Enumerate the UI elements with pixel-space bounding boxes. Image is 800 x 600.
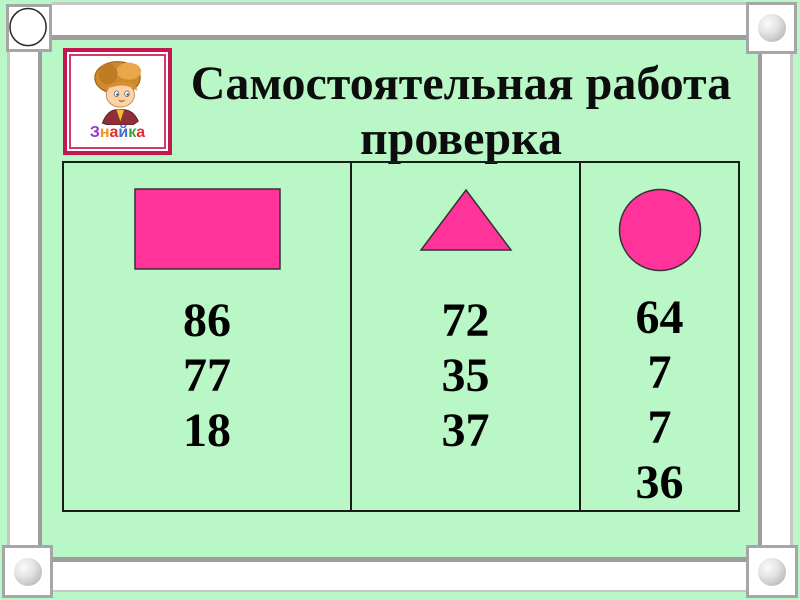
shape-cell bbox=[133, 163, 281, 293]
znaika-badge-inner: Знайка bbox=[69, 54, 166, 149]
corner-plate-top-right bbox=[746, 2, 797, 54]
values-cell: 72 35 37 bbox=[442, 293, 490, 458]
znaika-letter: й bbox=[118, 124, 129, 141]
slide-title: Самостоятельная работа проверка bbox=[176, 56, 746, 166]
znaika-letter: н bbox=[99, 124, 110, 141]
rivet-icon bbox=[757, 14, 786, 42]
circle-icon bbox=[618, 188, 701, 272]
frame-bar-top bbox=[52, 2, 746, 40]
worksheet-table: 86 77 18 72 35 37 bbox=[62, 161, 740, 512]
values-cell: 86 77 18 bbox=[183, 293, 231, 458]
value-line: 77 bbox=[183, 349, 231, 402]
rectangle-icon bbox=[133, 188, 281, 270]
znaika-letter: З bbox=[89, 124, 100, 141]
table-column-circle: 64 7 7 36 bbox=[581, 163, 738, 510]
rivet-icon bbox=[758, 557, 786, 586]
frame-bar-bottom bbox=[53, 557, 746, 592]
znaika-letter: к bbox=[128, 124, 137, 141]
value-line: 18 bbox=[183, 404, 231, 457]
ellipse-icon bbox=[9, 7, 47, 47]
value-line: 37 bbox=[441, 404, 490, 457]
value-line: 36 bbox=[635, 456, 684, 509]
corner-plate-bottom-right bbox=[746, 545, 798, 598]
table-column-rectangle: 86 77 18 bbox=[64, 163, 352, 510]
znaika-letter: а bbox=[136, 124, 146, 141]
shape-cell bbox=[419, 163, 513, 293]
znaika-letter: а bbox=[109, 124, 119, 141]
corner-plate-top-left bbox=[6, 4, 52, 52]
slide-title-line1: Самостоятельная работа bbox=[190, 57, 732, 110]
frame-bar-right bbox=[758, 54, 793, 545]
corner-plate-bottom-left bbox=[2, 545, 53, 598]
value-line: 86 bbox=[183, 294, 231, 347]
value-line: 7 bbox=[647, 401, 672, 454]
triangle-icon bbox=[419, 188, 512, 251]
rivet-icon bbox=[13, 557, 42, 586]
znaika-character-icon bbox=[94, 61, 142, 125]
frame-bar-left bbox=[7, 52, 42, 545]
table-column-triangle: 72 35 37 bbox=[352, 163, 581, 510]
slide-title-line2: проверка bbox=[359, 112, 562, 165]
znaika-badge: Знайка bbox=[63, 48, 172, 155]
value-line: 7 bbox=[647, 346, 672, 399]
value-line: 64 bbox=[635, 291, 684, 344]
value-line: 72 bbox=[441, 294, 490, 347]
value-line: 35 bbox=[441, 349, 490, 402]
shape-cell bbox=[618, 163, 702, 290]
values-cell: 64 7 7 36 bbox=[636, 290, 684, 510]
znaika-label: Знайка bbox=[90, 125, 145, 147]
